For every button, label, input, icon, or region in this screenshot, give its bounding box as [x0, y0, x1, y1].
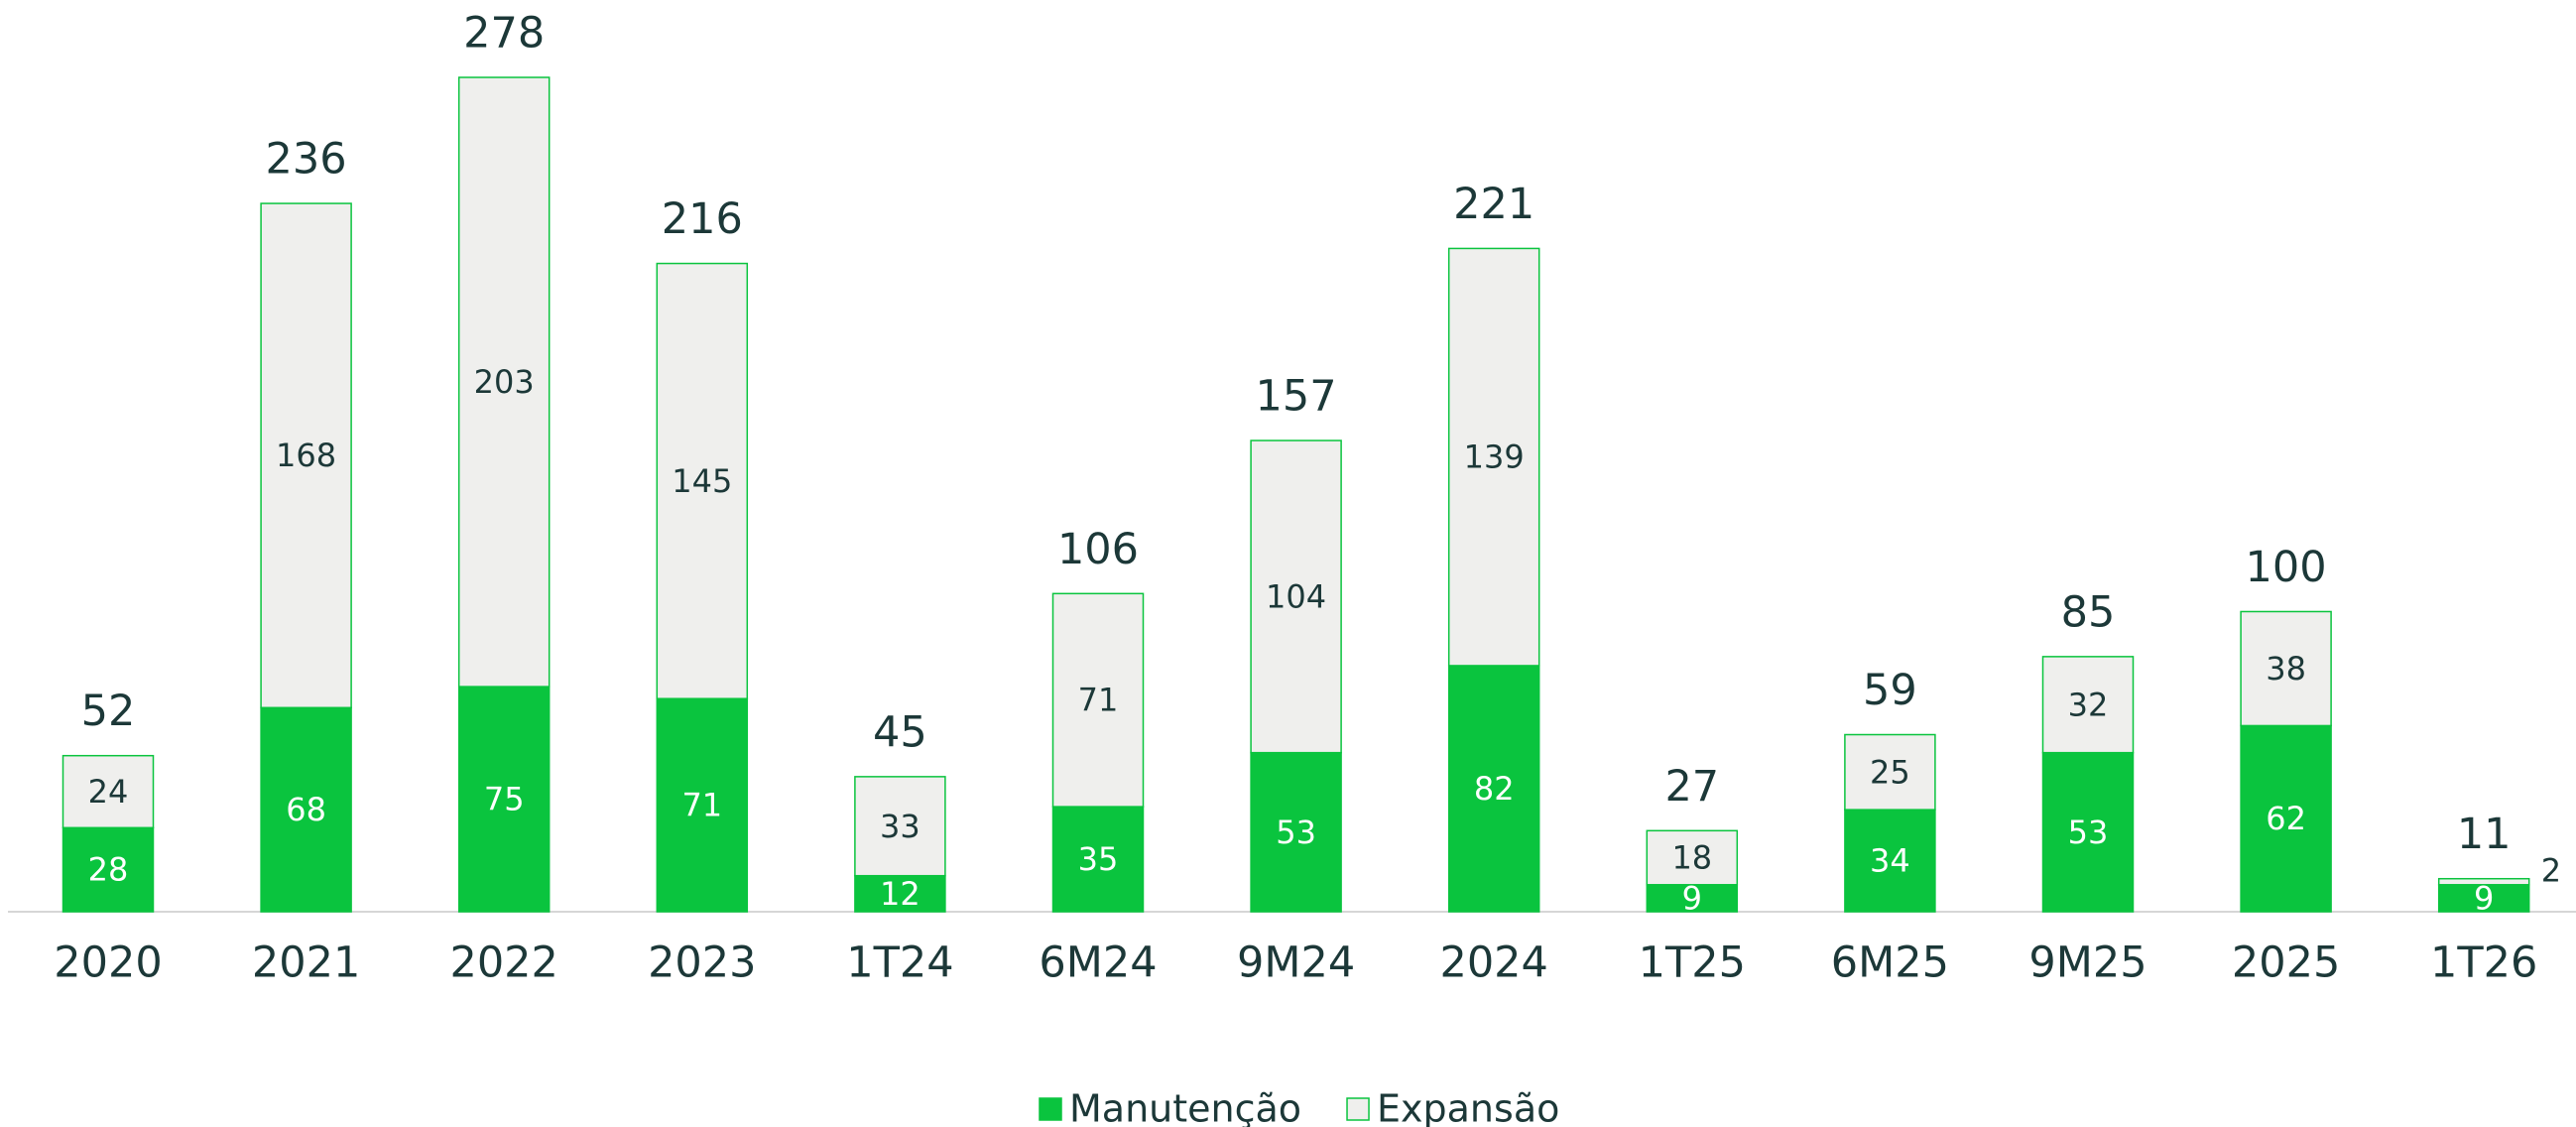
bar-segment	[2041, 751, 2135, 913]
x-tick-label: 6M24	[1039, 939, 1157, 988]
bar-segment	[656, 697, 749, 913]
x-tick-label: 2020	[54, 939, 162, 988]
segment-label: 9	[1682, 879, 1702, 917]
x-tick-label: 1T25	[1639, 939, 1746, 988]
segment-label: 53	[2068, 814, 2109, 851]
bar-segment	[2041, 656, 2135, 754]
total-label: 59	[1863, 666, 1917, 715]
segment-label: 168	[276, 437, 336, 474]
legend-swatch	[1039, 1097, 1062, 1121]
segment-label: 34	[1870, 842, 1910, 880]
x-tick-label: 6M25	[1831, 939, 1949, 988]
bar-segment	[2240, 724, 2332, 913]
bar-segment	[1250, 751, 1342, 913]
segment-label: 28	[88, 851, 129, 889]
bar-segment	[2437, 877, 2530, 886]
bar-segment	[854, 874, 946, 913]
total-label: 216	[662, 194, 743, 244]
x-tick-label: 1T24	[846, 939, 953, 988]
bar-segment	[1051, 806, 1145, 913]
legend-swatch	[1346, 1097, 1370, 1121]
bar-segment	[2240, 610, 2332, 727]
bar-segment	[61, 826, 155, 913]
x-tick-label: 2024	[1439, 939, 1547, 988]
segment-label: 32	[2068, 686, 2109, 723]
segment-label: 82	[1474, 770, 1515, 808]
total-label: 52	[81, 687, 136, 736]
segment-label: 71	[681, 787, 722, 824]
x-tick-label: 9M24	[1237, 939, 1355, 988]
segment-label: 139	[1464, 438, 1525, 476]
segment-label: 104	[1266, 577, 1326, 615]
segment-label: 2	[2541, 852, 2561, 890]
segment-label: 38	[2266, 650, 2306, 688]
total-label: 100	[2246, 543, 2327, 592]
segment-label: 9	[2474, 879, 2494, 917]
x-tick-label: 1T26	[2430, 939, 2537, 988]
total-label: 106	[1057, 525, 1139, 574]
total-label: 236	[266, 135, 347, 185]
legend-label: Expansão	[1377, 1087, 1559, 1127]
bar-segment	[1250, 439, 1342, 754]
total-label: 278	[463, 9, 545, 59]
bar-segment	[2437, 884, 2530, 913]
bar-segment	[1646, 884, 1739, 913]
x-tick-label: 2021	[252, 939, 360, 988]
total-label: 11	[2457, 810, 2512, 859]
total-label: 45	[873, 707, 927, 757]
segment-label: 71	[1078, 682, 1119, 719]
segment-label: 24	[88, 773, 129, 811]
segment-label: 145	[672, 462, 732, 500]
bar-segment	[1447, 247, 1540, 667]
segment-label: 62	[2266, 800, 2306, 837]
bar-segment	[1844, 733, 1936, 811]
bar-segment	[260, 202, 352, 709]
segment-label: 203	[474, 363, 535, 401]
total-label: 27	[1664, 762, 1719, 812]
segment-label: 12	[880, 875, 920, 913]
segment-label: 53	[1276, 814, 1316, 851]
x-tick-label: 9M25	[2028, 939, 2147, 988]
total-label: 85	[2061, 587, 2116, 637]
bar-segment	[1646, 829, 1739, 886]
bar-segment	[1447, 665, 1540, 913]
bar-segment	[656, 262, 749, 699]
legend-label: Manutenção	[1069, 1087, 1301, 1127]
x-tick-label: 2025	[2232, 939, 2340, 988]
total-label: 221	[1453, 180, 1534, 229]
segment-label: 25	[1870, 753, 1910, 791]
total-label: 157	[1256, 372, 1337, 422]
bar-segment	[457, 76, 551, 688]
x-tick-label: 2023	[648, 939, 756, 988]
segment-label: 33	[880, 808, 920, 845]
bar-segment	[1844, 809, 1936, 913]
bar-segment	[854, 776, 946, 877]
segment-label: 18	[1671, 839, 1712, 877]
bar-segment	[457, 686, 551, 913]
bar-segment	[61, 754, 155, 829]
segment-label: 75	[484, 781, 525, 818]
x-tick-label: 2022	[449, 939, 557, 988]
segment-label: 68	[286, 791, 326, 828]
segment-label: 35	[1078, 840, 1119, 878]
bar-segment	[1051, 592, 1145, 808]
